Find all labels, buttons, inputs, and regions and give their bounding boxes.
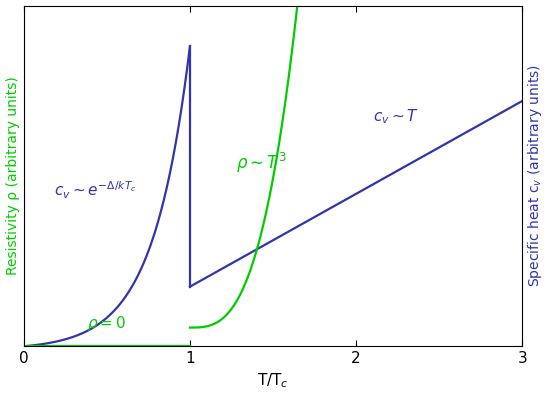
Text: $\rho = 0$: $\rho = 0$ — [87, 314, 126, 333]
Text: $c_v \sim e^{-\Delta/kT_c}$: $c_v \sim e^{-\Delta/kT_c}$ — [54, 180, 136, 201]
Y-axis label: Resistivity ρ (arbitrary units): Resistivity ρ (arbitrary units) — [6, 76, 20, 275]
Text: $\rho \sim T^3$: $\rho \sim T^3$ — [236, 151, 287, 175]
X-axis label: T/T$_c$: T/T$_c$ — [257, 372, 289, 390]
Y-axis label: Specific heat c$_v$ (arbitrary units): Specific heat c$_v$ (arbitrary units) — [526, 65, 544, 287]
Text: $c_v \sim T$: $c_v \sim T$ — [373, 107, 419, 126]
